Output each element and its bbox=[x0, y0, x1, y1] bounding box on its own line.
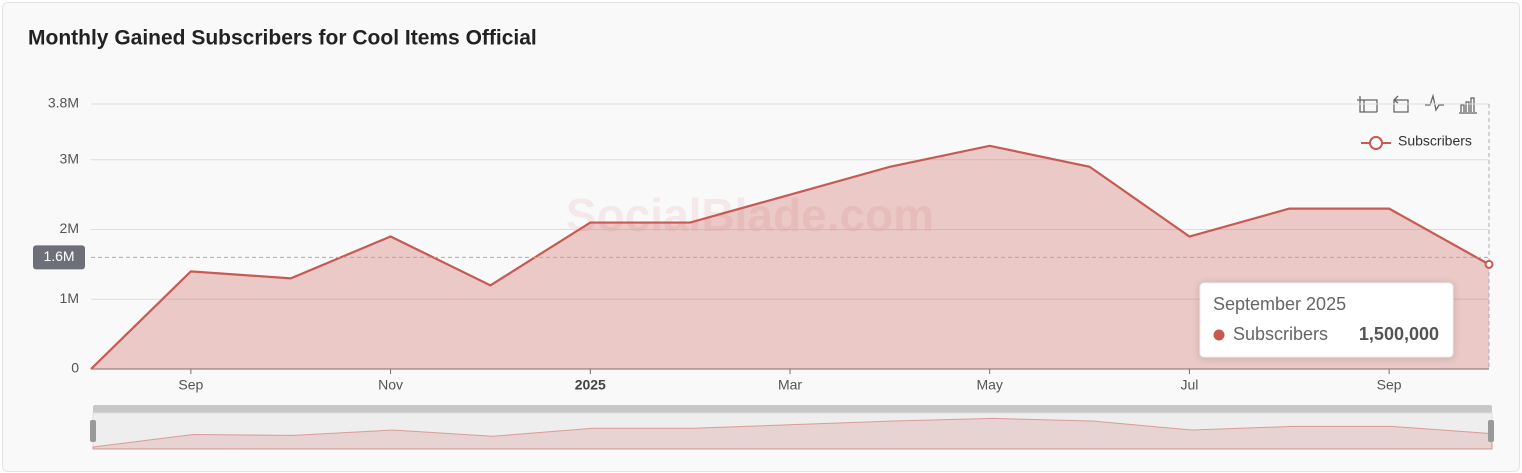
toolbox[interactable] bbox=[1357, 93, 1477, 114]
line bbox=[90, 144, 1490, 370]
legend-marker bbox=[1369, 136, 1383, 150]
reset-icon[interactable] bbox=[1393, 95, 1409, 113]
chart-title: Monthly Gained Subscribers for Cool Item… bbox=[28, 27, 537, 50]
y-tick-label: 3.8M bbox=[48, 95, 79, 111]
tooltip-marker bbox=[1213, 329, 1225, 341]
x-tick-label: May bbox=[976, 377, 1002, 393]
slider-handle bbox=[90, 420, 96, 442]
axis-pointer-label: 1.6M bbox=[43, 248, 74, 264]
tooltip-series: Subscribers bbox=[1233, 324, 1328, 344]
tooltip-value: 1,500,000 bbox=[1359, 324, 1439, 344]
x-tick-label: 2025 bbox=[575, 377, 606, 393]
x-tick-label: Mar bbox=[778, 377, 802, 393]
y-tick-label: 1M bbox=[60, 290, 79, 306]
y-tick-label: 3M bbox=[60, 150, 79, 166]
x-tick-label: Sep bbox=[178, 377, 203, 393]
slider-area bbox=[92, 417, 1493, 450]
y-tick-label: 2M bbox=[60, 220, 79, 236]
tooltip-title: September 2025 bbox=[1213, 294, 1346, 314]
tooltip bbox=[1199, 282, 1454, 358]
hover-point bbox=[1484, 259, 1494, 269]
bar-icon[interactable] bbox=[1459, 97, 1477, 114]
x-tick-label: Nov bbox=[378, 377, 403, 393]
slider-bar bbox=[93, 405, 1492, 413]
watermark: SocialBlade.com bbox=[566, 189, 934, 241]
x-tick-label: Jul bbox=[1180, 377, 1198, 393]
zoom-icon[interactable] bbox=[1357, 96, 1378, 113]
legend-label: Subscribers bbox=[1398, 133, 1472, 149]
y-tick-label: 0 bbox=[71, 360, 79, 376]
line-icon[interactable] bbox=[1425, 93, 1444, 112]
slider-window bbox=[92, 412, 1493, 450]
x-tick-label: Sep bbox=[1377, 377, 1402, 393]
axis-pointer-box bbox=[33, 245, 85, 270]
slider-handle bbox=[1488, 420, 1494, 442]
